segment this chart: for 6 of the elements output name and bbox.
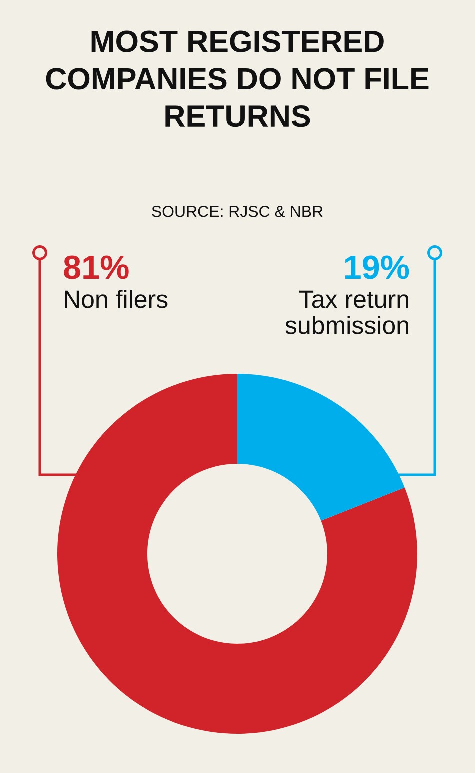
chart-title: MOST REGISTERED COMPANIES DO NOT FILE RETURNS — [46, 30, 429, 128]
data-label: 19% — [345, 256, 410, 280]
slice-label: Tax return submission — [286, 290, 408, 334]
slice-label: Non filers — [65, 290, 168, 308]
source-note: SOURCE: RJSC & NBR — [152, 206, 323, 218]
data-label: 81% — [64, 256, 129, 280]
